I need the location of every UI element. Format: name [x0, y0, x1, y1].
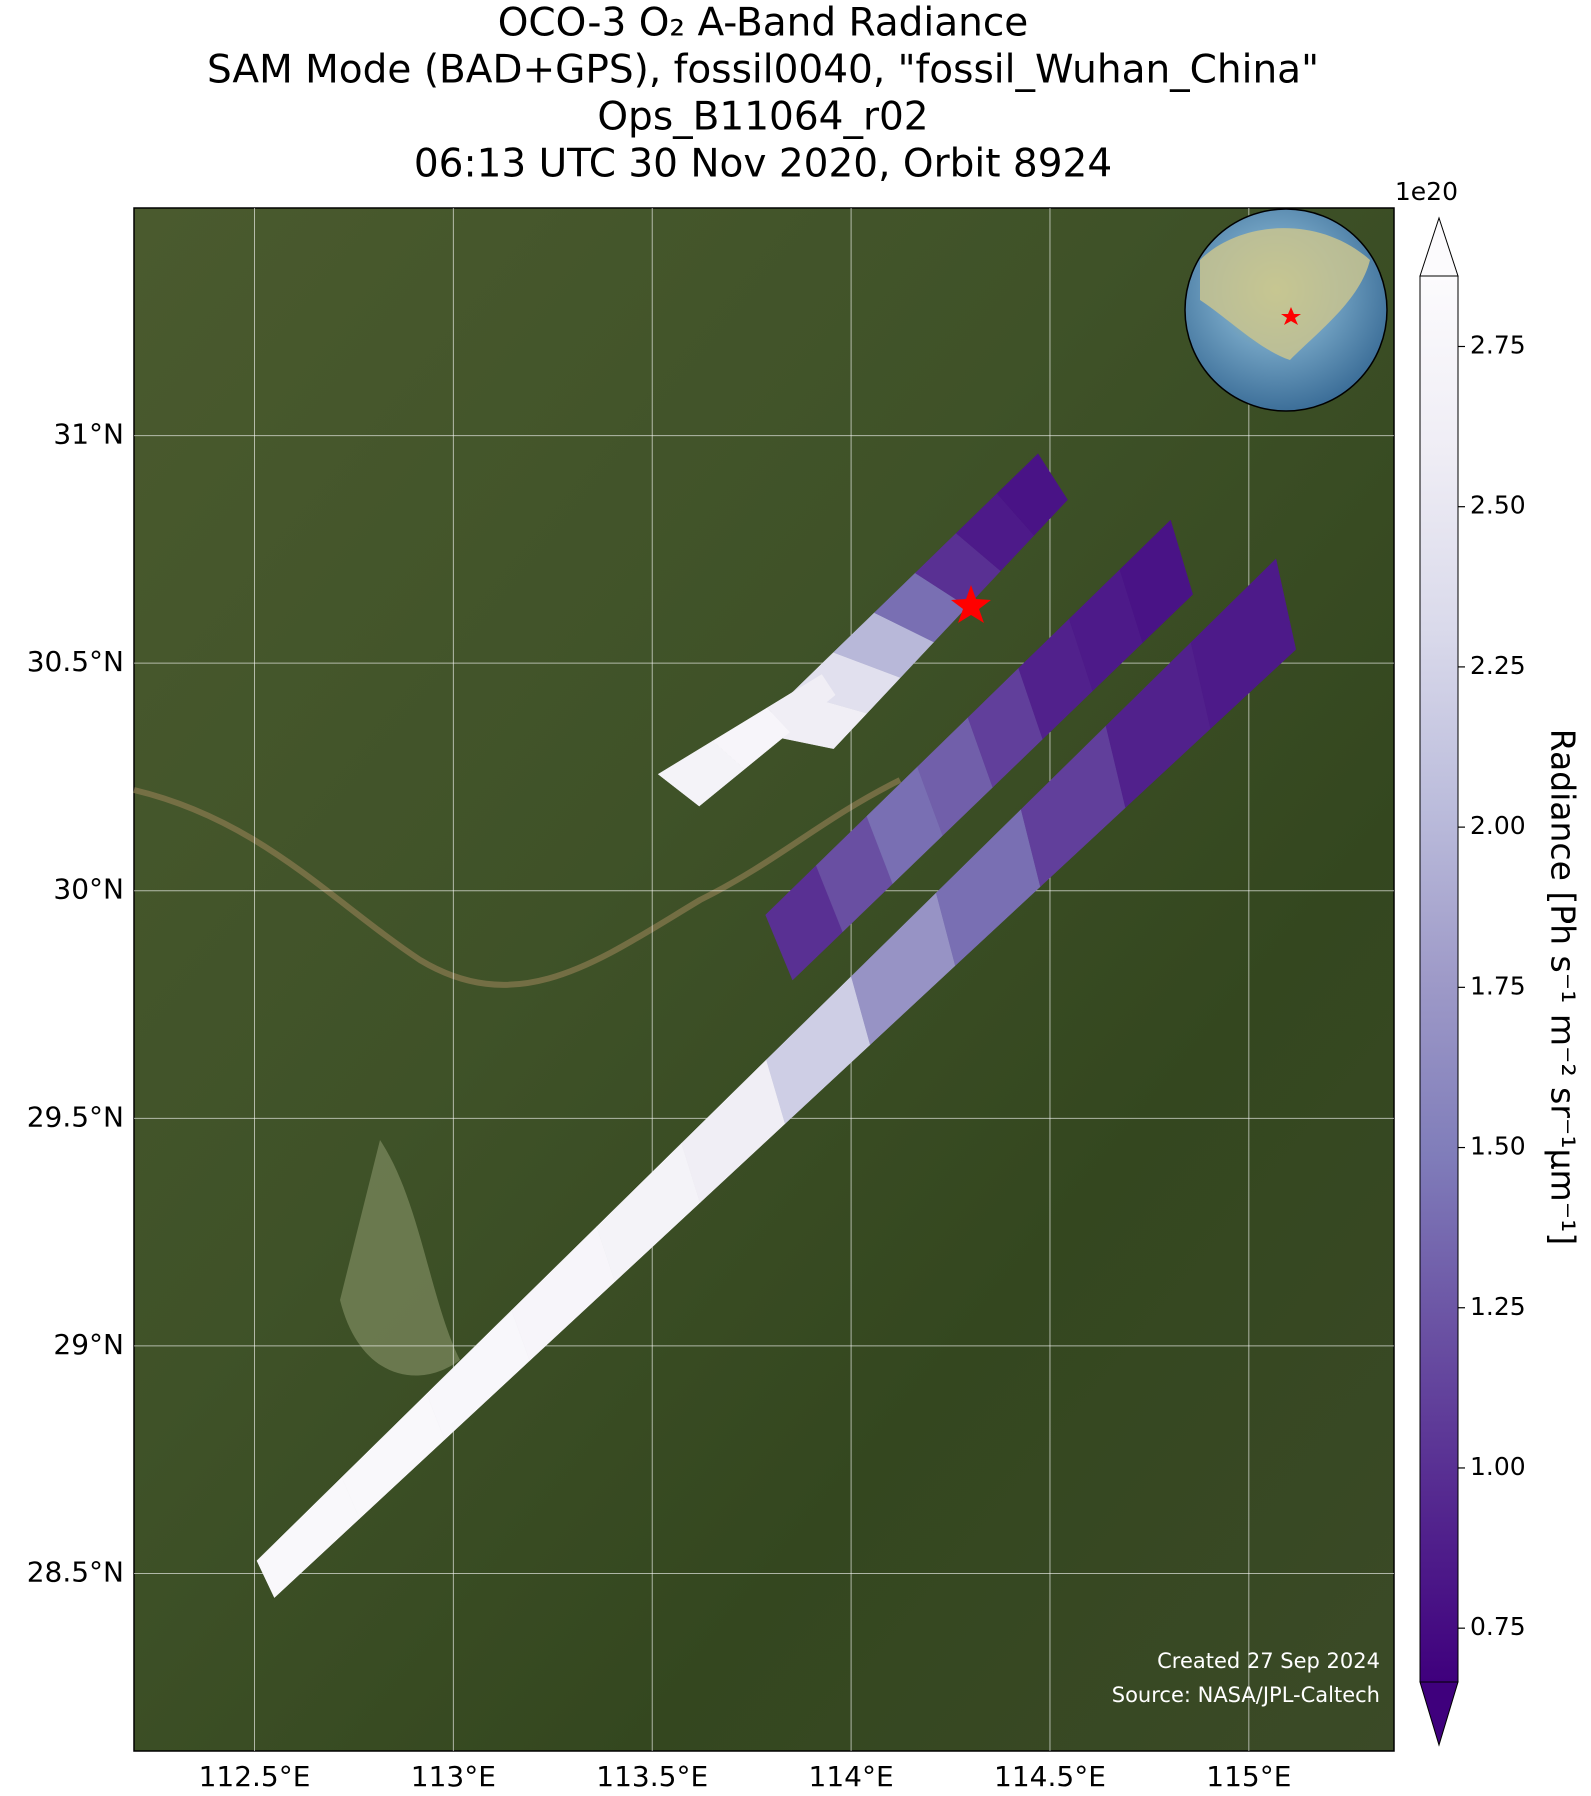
- colorbar-extend-min: [1419, 1681, 1459, 1747]
- swath-cell: [1119, 519, 1193, 644]
- y-tick-label: 28.5°N: [27, 1555, 124, 1588]
- target-star: [951, 585, 991, 623]
- colorbar-tick-label: 1.75: [1470, 971, 1526, 1000]
- colorbar-scale: [1419, 275, 1459, 1683]
- colorbar-tick-label: 2.50: [1470, 491, 1526, 520]
- x-tick-label: 112.5°E: [199, 1760, 311, 1793]
- chart-title: Ops_B11064_r02: [597, 95, 928, 140]
- colorbar-tick-label: 2.75: [1470, 330, 1526, 359]
- colorbar-scale-label: 1e20: [1395, 177, 1458, 206]
- chart-title: SAM Mode (BAD+GPS), fossil0040, "fossil_…: [207, 48, 1319, 93]
- y-tick-label: 29.5°N: [27, 1100, 124, 1133]
- x-tick-label: 113°E: [411, 1760, 496, 1793]
- swath-cell: [766, 674, 836, 733]
- x-tick-label: 114°E: [809, 1760, 894, 1793]
- chart-title: 06:13 UTC 30 Nov 2020, Orbit 8924: [414, 142, 1112, 187]
- x-tick-label: 115°E: [1206, 1760, 1291, 1793]
- lake: [340, 1140, 460, 1376]
- colorbar-tick-label: 1.25: [1470, 1292, 1526, 1321]
- credit-text: Source: NASA/JPL-Caltech: [1112, 1683, 1380, 1707]
- colorbar-tick-label: 2.00: [1470, 811, 1526, 840]
- credits: Created 27 Sep 2024 Source: NASA/JPL-Calt…: [1112, 1649, 1380, 1707]
- x-tick-label: 113.5°E: [596, 1760, 708, 1793]
- colorbar: 0.75 1.00 1.25 1.50 1.75 2.00 2.25 2.50 2.75 1e20…: [1395, 177, 1583, 1747]
- colorbar-tick-label: 2.25: [1470, 651, 1526, 680]
- colorbar-label: Radiance [Ph s⁻¹ m⁻² sr⁻¹μm⁻¹]: [1544, 729, 1583, 1245]
- chart-title: OCO-3 O₂ A-Band Radiance: [498, 1, 1029, 46]
- colorbar-tick-label: 1.00: [1470, 1452, 1526, 1481]
- swaths: [256, 453, 1297, 1599]
- colorbar-tick-label: 0.75: [1470, 1612, 1526, 1641]
- inset-globe: [1184, 208, 1388, 412]
- colorbar-tick-label: 1.50: [1470, 1132, 1526, 1161]
- axes: 112.5°E 113°E 113.5°E 114°E 114.5°E 115°E 28.5…: [27, 418, 1292, 1793]
- colorbar-extend-max: [1419, 216, 1459, 277]
- swath-cell: [1190, 558, 1297, 729]
- credit-text: Created 27 Sep 2024: [1157, 1649, 1380, 1673]
- x-tick-label: 114.5°E: [994, 1760, 1106, 1793]
- swath-cell: [996, 453, 1068, 536]
- y-tick-label: 31°N: [53, 418, 124, 451]
- y-tick-label: 30.5°N: [27, 645, 124, 678]
- river: [133, 777, 902, 988]
- y-tick-label: 30°N: [53, 873, 124, 906]
- y-tick-label: 29°N: [53, 1328, 124, 1361]
